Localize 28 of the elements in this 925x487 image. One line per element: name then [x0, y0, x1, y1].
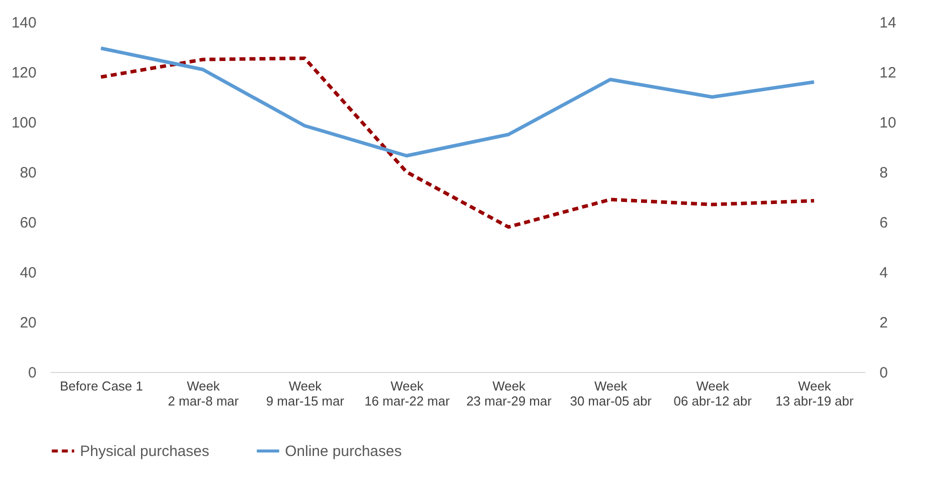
y-tick-label: 100 [11, 114, 36, 132]
y-tick-label: 0 [28, 364, 36, 382]
y-tick-label: 60 [20, 214, 36, 232]
y-tick-label: 140 [11, 14, 36, 32]
y-tick-label: 80 [20, 164, 36, 182]
y-tick-label: 20 [20, 314, 36, 332]
y2-tick-label: 6 [880, 214, 888, 232]
x-tick-label: Week 13 abr-19 abr [776, 378, 854, 408]
y2-tick-label: 12 [880, 64, 896, 82]
y2-tick-label: 4 [880, 264, 888, 282]
legend-label: Physical purchases [80, 443, 210, 460]
y2-tick-label: 14 [880, 14, 896, 32]
x-tick-label: Week 23 mar-29 mar [466, 378, 552, 408]
y2-tick-label: 10 [880, 114, 896, 132]
line-series [99, 56, 816, 229]
x-tick-label: Week 16 mar-22 mar [364, 378, 450, 408]
x-tick-label: Week 30 mar-05 abr [570, 378, 652, 408]
y-tick-label: 120 [11, 64, 36, 82]
y2-tick-label: 0 [880, 364, 888, 382]
x-tick-label: Week 06 abr-12 abr [674, 378, 752, 408]
x-tick-label: Week 2 mar-8 mar [168, 378, 240, 408]
x-tick-label: Before Case 1 [60, 378, 143, 394]
y-tick-label: 40 [20, 264, 36, 282]
line-series [99, 46, 816, 158]
y2-tick-label: 8 [880, 164, 888, 182]
y2-tick-label: 2 [880, 314, 888, 332]
legend-label: Online purchases [285, 443, 402, 460]
x-tick-label: Week 9 mar-15 mar [266, 378, 345, 408]
